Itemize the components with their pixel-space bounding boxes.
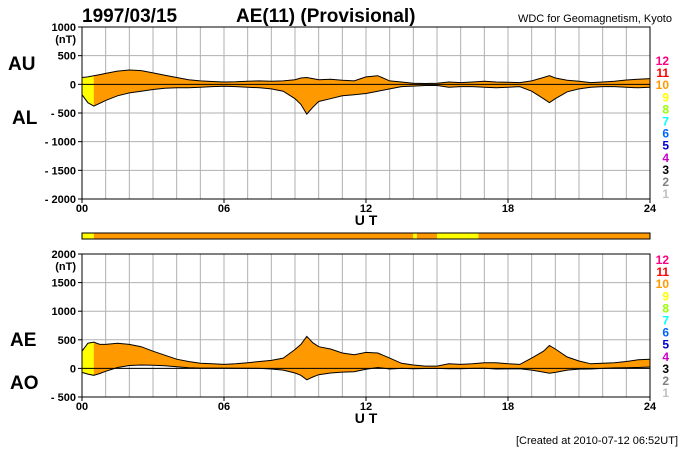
au-al-xtick-label: 24 xyxy=(644,203,657,215)
au-al-band-fill xyxy=(82,70,650,115)
coverage-segment xyxy=(437,233,479,239)
au-al-ytick-label: 0 xyxy=(70,79,76,91)
ae-label: AE xyxy=(10,330,36,351)
station-count-7: 7 xyxy=(662,314,669,328)
ae-ao-xtick-label: 00 xyxy=(76,401,88,413)
al-label: AL xyxy=(12,108,38,129)
station-count-9: 9 xyxy=(662,90,669,104)
station-count-6: 6 xyxy=(662,326,669,340)
ae-ao-ytick-label: 1500 xyxy=(52,278,76,290)
date-label: 1997/03/15 xyxy=(82,6,178,27)
au-al-lower-series-line xyxy=(81,85,651,115)
station-count-9: 9 xyxy=(662,289,669,303)
au-al-upper-series-line xyxy=(81,69,651,85)
coverage-segment xyxy=(93,233,414,239)
au-al-band-fill-low-count xyxy=(82,75,94,107)
ae-ao-lower-series-line xyxy=(81,364,651,381)
au-label: AU xyxy=(8,54,35,75)
ae-ao-band-fill-low-count xyxy=(82,342,94,376)
au-al-xtick-label: 18 xyxy=(502,203,514,215)
chart-title: AE(11) (Provisional) xyxy=(236,6,416,27)
ae-ao-upper-series-line xyxy=(81,335,651,367)
ae-ao-ytick-label: 2000 xyxy=(52,249,76,261)
station-count-10: 10 xyxy=(656,277,670,291)
au-al-ytick-label: 1000 xyxy=(52,22,76,34)
ae-ao-band-fill xyxy=(82,336,650,380)
station-coverage-bar xyxy=(81,232,651,240)
coverage-segment xyxy=(416,233,437,239)
source-label: WDC for Geomagnetism, Kyoto xyxy=(518,13,672,25)
ae-ao-panel: 2000 1500 1000 500 0 - 500 (nT) 00 06 12 18 24 U T xyxy=(51,249,657,426)
ae-ao-ytick-label: 500 xyxy=(58,335,76,347)
station-count-1: 1 xyxy=(662,386,669,400)
ae-ao-ytick-label: - 500 xyxy=(51,392,76,404)
au-al-xtick-label: 06 xyxy=(218,203,230,215)
ae-ao-ytick-label: 1000 xyxy=(52,306,76,318)
station-count-5: 5 xyxy=(662,139,669,153)
au-al-xaxis-label: U T xyxy=(355,212,378,228)
au-al-ytick-label: - 1500 xyxy=(45,165,76,177)
station-count-11: 11 xyxy=(656,66,669,80)
ae-ao-unit-label: (nT) xyxy=(55,261,76,273)
station-count-6: 6 xyxy=(662,127,669,141)
ae-ao-xaxis-label: U T xyxy=(355,410,378,426)
au-al-xtick-label: 12 xyxy=(360,203,372,215)
au-al-ytick-label: - 2000 xyxy=(45,194,76,206)
ae-ao-xtick-label: 12 xyxy=(360,401,372,413)
ao-label: AO xyxy=(10,373,39,394)
station-count-2: 2 xyxy=(662,175,669,189)
au-al-ytick-label: 500 xyxy=(58,51,76,63)
station-count-4: 4 xyxy=(662,151,669,165)
coverage-segment xyxy=(478,233,650,239)
station-count-3: 3 xyxy=(662,362,669,376)
station-count-4: 4 xyxy=(662,350,669,364)
au-al-panel: 1000 500 0 - 500 - 1000 - 1500 - 2000 (nT) 00 06 1… xyxy=(45,22,657,228)
station-count-2: 2 xyxy=(662,374,669,388)
ae-ao-ytick-label: 0 xyxy=(70,363,76,375)
station-count-12: 12 xyxy=(656,54,670,68)
station-count-5: 5 xyxy=(662,338,669,352)
station-count-10: 10 xyxy=(656,78,670,92)
ae-ao-xtick-label: 06 xyxy=(218,401,230,413)
station-count-11: 11 xyxy=(656,265,669,279)
coverage-segment xyxy=(82,233,94,239)
created-timestamp: [Created at 2010-07-12 06:52UT] xyxy=(516,435,678,447)
station-count-7: 7 xyxy=(662,115,669,129)
station-count-8: 8 xyxy=(662,102,669,116)
au-al-ytick-label: - 500 xyxy=(51,108,76,120)
station-count-1: 1 xyxy=(662,187,669,201)
station-count-3: 3 xyxy=(662,163,669,177)
station-count-8: 8 xyxy=(662,301,669,315)
au-al-xtick-label: 00 xyxy=(76,203,88,215)
coverage-frame xyxy=(81,232,651,240)
station-count-12: 12 xyxy=(656,253,670,267)
coverage-segment xyxy=(413,233,417,239)
au-al-unit-label: (nT) xyxy=(55,34,76,46)
ae-ao-xtick-label: 24 xyxy=(644,401,657,413)
au-al-ytick-label: - 1000 xyxy=(45,137,76,149)
ae-ao-xtick-label: 18 xyxy=(502,401,514,413)
